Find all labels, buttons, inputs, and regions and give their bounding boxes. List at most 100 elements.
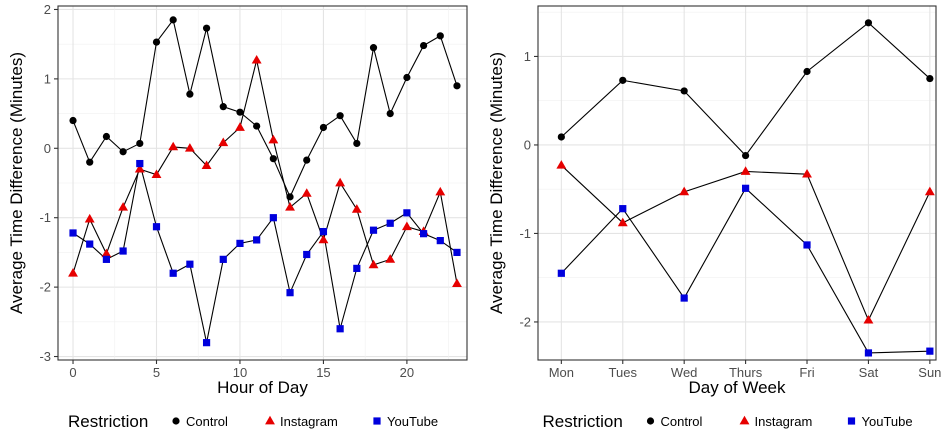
data-point-control [619,76,627,84]
y-tick-label: -1 [519,226,531,241]
data-point-instagram [184,143,195,152]
data-point-instagram [368,259,379,269]
data-point-youtube [69,229,77,237]
y-tick-label: 1 [44,71,51,86]
legend-label-youtube: YouTube [387,414,438,429]
data-point-control [680,87,688,95]
data-point-control [741,151,750,160]
panel-border [537,5,937,361]
legend-key-instagram [739,415,750,425]
data-point-instagram [556,160,567,169]
legend-key-youtube [847,417,856,425]
data-point-control [286,193,294,201]
data-point-instagram [452,278,462,288]
x-tick-label: Sat [859,365,879,380]
data-point-youtube [436,237,444,245]
data-point-instagram [617,217,628,227]
day-of-week-chart: -2 -1 0 1 Mon Tues Wed Thurs Fri Sat Sun Day of Wee… [487,5,941,397]
data-point-control [403,73,411,82]
y-tick-label: 0 [524,137,531,152]
data-point-youtube [86,240,94,248]
data-point-control [119,148,127,156]
y-tick-label: 0 [44,141,51,156]
y-tick-label: -3 [39,349,51,364]
x-tick-label: Fri [799,365,814,380]
data-point-control [336,112,344,120]
y-tick-label: 2 [44,2,51,17]
data-point-instagram [201,160,212,170]
gridlines [538,6,936,360]
x-tick-label: 20 [400,365,414,380]
data-point-control [253,122,261,130]
plot-background [538,6,936,360]
legend-key-youtube [373,417,381,425]
data-point-youtube [253,236,261,244]
x-axis-title: Day of Week [688,378,786,397]
data-point-control [86,158,94,166]
data-point-instagram [740,166,751,175]
data-point-control [202,24,211,32]
y-tick-label: 1 [524,49,531,64]
data-point-instagram [118,202,129,211]
data-point-instagram [335,177,346,187]
data-point-control [453,82,461,90]
legend-day-chart: Restriction Control Instagram YouTube [543,412,913,431]
data-point-instagram [285,202,295,211]
data-point-youtube [269,214,277,222]
data-point-youtube [119,247,127,255]
data-point-instagram [351,204,362,213]
data-point-youtube [303,250,311,259]
data-point-instagram [84,213,95,223]
data-point-control [136,139,144,148]
legend-label-youtube: YouTube [862,414,913,429]
data-point-control [169,16,177,24]
legend-key-control [646,417,655,425]
gridlines [58,6,467,360]
x-tick-label: 5 [153,365,160,380]
data-point-youtube [152,223,161,231]
data-point-control [864,19,873,27]
data-point-control [152,38,161,46]
legend-title: Restriction [543,412,623,431]
data-point-instagram [218,137,229,147]
data-point-youtube [386,219,394,227]
data-point-instagram [435,186,446,196]
data-point-youtube [419,230,428,238]
data-point-instagram [679,186,690,196]
data-point-youtube [286,289,294,297]
panel-border [57,5,468,361]
data-point-youtube [136,159,144,168]
data-point-control [186,90,194,98]
data-point-youtube [336,325,344,333]
data-point-control [369,44,378,52]
data-point-youtube [741,184,750,192]
x-tick-label: Mon [549,365,574,380]
data-point-youtube [169,269,177,277]
data-point-youtube [803,241,811,249]
data-point-control [319,123,328,132]
x-tick-label: 15 [316,365,330,380]
data-point-instagram [385,254,396,263]
data-point-instagram [151,169,162,179]
data-point-youtube [202,339,211,347]
series-layer [68,16,462,347]
data-point-youtube [680,294,688,302]
data-point-youtube [102,255,111,263]
data-point-control [926,74,934,83]
data-point-control [803,67,811,76]
data-point-control [436,32,444,40]
data-point-instagram [235,122,245,131]
data-point-control [236,108,244,116]
x-tick-label: 10 [233,365,247,380]
legend-key-control [172,417,180,425]
data-point-youtube [186,260,194,268]
x-tick-label: 0 [69,365,76,380]
legend-label-instagram: Instagram [755,414,813,429]
legend-label-instagram: Instagram [280,414,338,429]
data-point-instagram [301,188,312,197]
data-point-youtube [369,226,378,234]
data-point-youtube [319,227,328,236]
data-point-control [69,116,77,125]
data-point-instagram [924,186,935,196]
